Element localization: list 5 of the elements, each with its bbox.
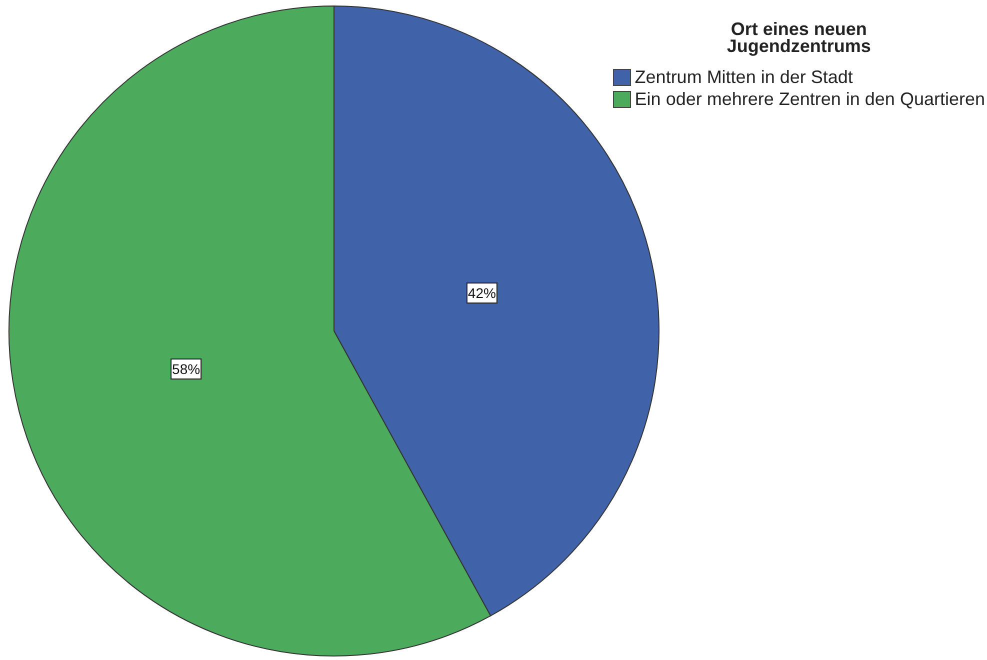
legend-label: Ein oder mehrere Zentren in den Quartieren [634,88,985,110]
data-label: 58% [172,360,200,377]
data-label: 42% [468,285,496,302]
legend-title: Ort eines neuen Jugendzentrums [726,19,872,56]
legend-label: Zentrum Mitten in der Stadt [634,66,853,88]
